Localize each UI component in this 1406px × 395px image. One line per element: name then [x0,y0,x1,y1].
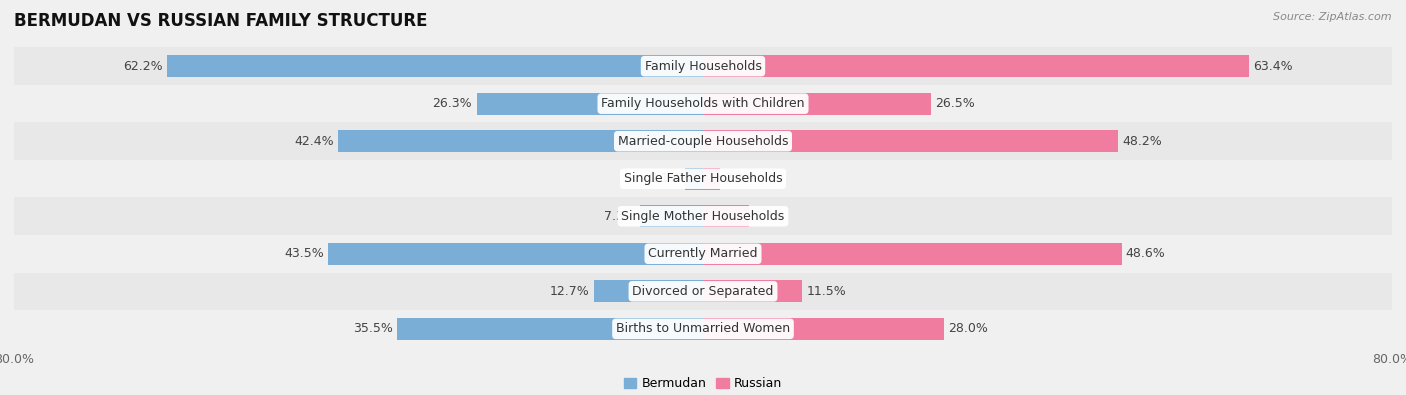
Bar [703,168,720,190]
Bar [593,280,703,302]
Bar [640,205,703,227]
Text: 48.2%: 48.2% [1122,135,1163,148]
Text: Births to Unmarried Women: Births to Unmarried Women [616,322,790,335]
Text: Single Father Households: Single Father Households [624,172,782,185]
Text: Family Households with Children: Family Households with Children [602,97,804,110]
Bar [14,310,1392,348]
Bar [14,235,1392,273]
Bar [703,205,748,227]
Bar [14,47,1392,85]
Bar [685,168,703,190]
Bar [14,160,1392,198]
Bar [337,130,703,152]
Text: 12.7%: 12.7% [550,285,589,298]
Bar [167,55,703,77]
Text: BERMUDAN VS RUSSIAN FAMILY STRUCTURE: BERMUDAN VS RUSSIAN FAMILY STRUCTURE [14,12,427,30]
Bar [14,198,1392,235]
Text: 5.3%: 5.3% [754,210,785,223]
Text: 26.5%: 26.5% [935,97,976,110]
Bar [398,318,703,340]
Text: 2.0%: 2.0% [724,172,756,185]
Bar [329,243,703,265]
Bar [14,85,1392,122]
Text: Divorced or Separated: Divorced or Separated [633,285,773,298]
Text: 26.3%: 26.3% [433,97,472,110]
Text: Family Households: Family Households [644,60,762,73]
Text: 48.6%: 48.6% [1126,247,1166,260]
Legend: Bermudan, Russian: Bermudan, Russian [619,372,787,395]
Text: Source: ZipAtlas.com: Source: ZipAtlas.com [1274,12,1392,22]
Bar [703,243,1122,265]
Bar [703,318,945,340]
Text: Currently Married: Currently Married [648,247,758,260]
Text: 42.4%: 42.4% [294,135,333,148]
Bar [703,55,1249,77]
Text: 35.5%: 35.5% [353,322,392,335]
Bar [14,273,1392,310]
Text: 11.5%: 11.5% [807,285,846,298]
Text: 43.5%: 43.5% [284,247,323,260]
Bar [703,130,1118,152]
Bar [477,93,703,115]
Text: 28.0%: 28.0% [949,322,988,335]
Bar [14,122,1392,160]
Text: 63.4%: 63.4% [1253,60,1294,73]
Text: 62.2%: 62.2% [124,60,163,73]
Bar [703,280,801,302]
Text: 7.3%: 7.3% [605,210,636,223]
Text: 2.1%: 2.1% [648,172,681,185]
Text: Married-couple Households: Married-couple Households [617,135,789,148]
Text: Single Mother Households: Single Mother Households [621,210,785,223]
Bar [703,93,931,115]
